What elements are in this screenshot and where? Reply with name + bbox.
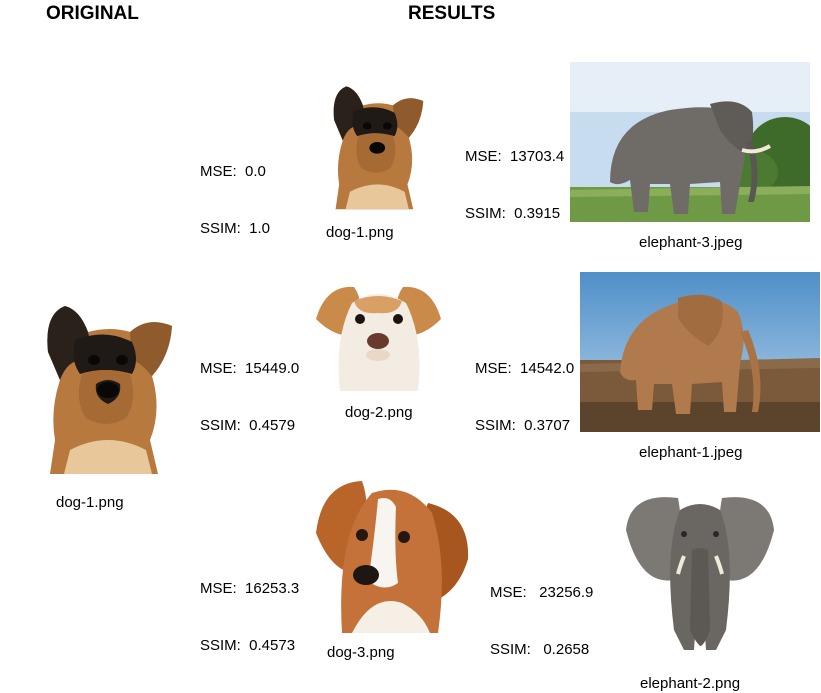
result-4-filename: elephant-1.jpeg: [639, 444, 742, 461]
result-4-mse: MSE: 14542.0: [475, 359, 574, 378]
original-filename: dog-1.png: [56, 494, 124, 511]
result-6-ssim: SSIM: 0.2658: [490, 640, 593, 659]
result-6-metrics: MSE: 23256.9 SSIM: 0.2658: [490, 545, 593, 678]
result-4-ssim: SSIM: 0.3707: [475, 416, 574, 435]
result-5-ssim: SSIM: 0.4573: [200, 636, 299, 655]
result-5-metrics: MSE: 16253.3 SSIM: 0.4573: [200, 541, 299, 674]
shepherd-puppy-image: [20, 300, 180, 475]
result-3-mse: MSE: 15449.0: [200, 359, 299, 378]
original-image: [20, 300, 180, 475]
elephant-front-image: [620, 490, 780, 655]
brown-setter-image: [312, 473, 472, 633]
result-2-metrics: MSE: 13703.4 SSIM: 0.3915: [465, 109, 564, 242]
elephant-sunset-photo: [580, 272, 820, 432]
result-3-ssim: SSIM: 0.4579: [200, 416, 299, 435]
result-1-ssim: SSIM: 1.0: [200, 219, 270, 238]
result-6-image: [620, 490, 780, 655]
result-2-image: [570, 62, 810, 222]
result-2-filename: elephant-3.jpeg: [639, 234, 742, 251]
result-1-filename: dog-1.png: [326, 224, 394, 241]
result-6-mse: MSE: 23256.9: [490, 583, 593, 602]
result-1-image: [314, 82, 429, 210]
result-3-metrics: MSE: 15449.0 SSIM: 0.4579: [200, 321, 299, 454]
result-5-filename: dog-3.png: [327, 644, 395, 661]
result-4-metrics: MSE: 14542.0 SSIM: 0.3707: [475, 321, 574, 454]
result-2-ssim: SSIM: 0.3915: [465, 204, 564, 223]
result-4-image: [580, 272, 820, 432]
result-2-mse: MSE: 13703.4: [465, 147, 564, 166]
result-6-filename: elephant-2.png: [640, 675, 740, 692]
white-terrier-image: [306, 279, 451, 391]
result-3-filename: dog-2.png: [345, 404, 413, 421]
result-1-mse: MSE: 0.0: [200, 162, 270, 181]
result-3-image: [306, 279, 451, 391]
elephant-savanna-photo: [570, 62, 810, 222]
shepherd-puppy-image: [314, 82, 429, 210]
original-heading: ORIGINAL: [46, 3, 139, 25]
result-1-metrics: MSE: 0.0 SSIM: 1.0: [200, 124, 270, 257]
result-5-mse: MSE: 16253.3: [200, 579, 299, 598]
results-heading: RESULTS: [408, 3, 495, 25]
result-5-image: [312, 473, 472, 633]
